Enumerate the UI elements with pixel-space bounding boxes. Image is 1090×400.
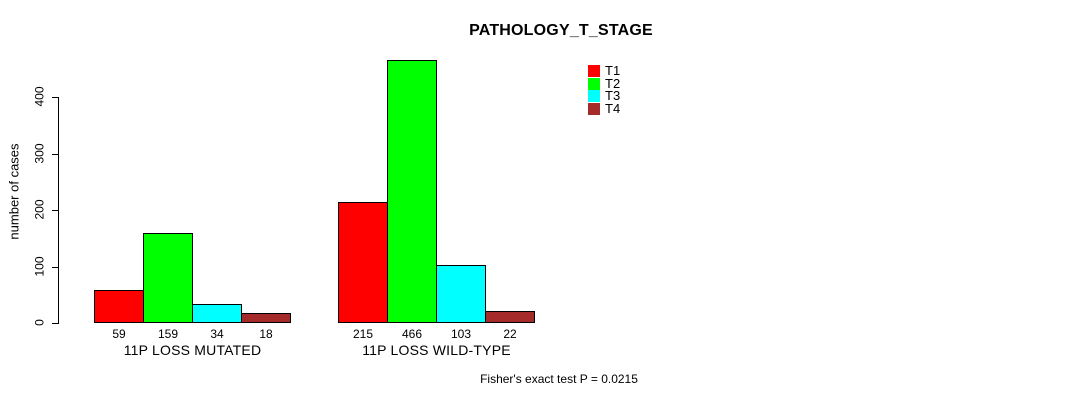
bar-t4-11p-loss-mutated [241,313,291,323]
bar-value-label: 215 [352,327,374,341]
y-tick-label: 400 [32,86,47,107]
bar-value-label: 18 [259,327,273,341]
y-tick-label: 0 [32,319,47,326]
y-tick-label: 200 [32,199,47,220]
category-label-11p-loss-mutated: 11P LOSS MUTATED [123,342,262,358]
legend-swatch-t4 [588,103,600,115]
y-tick-label: 100 [32,256,47,277]
legend-item-t2: T2 [588,76,668,91]
bar-value-label: 59 [112,327,126,341]
y-tick [52,210,59,211]
statistical-test-note: Fisher's exact test P = 0.0215 [480,372,638,386]
bar-value-label: 22 [503,327,517,341]
legend-swatch-t3 [588,90,600,102]
chart-title: PATHOLOGY_T_STAGE [469,22,653,39]
bar-value-label: 34 [210,327,224,341]
legend-label: T1 [605,63,621,78]
legend-item-t4: T4 [588,101,668,116]
bar-t1-11p-loss-wild-type [338,202,388,323]
bar-t2-11p-loss-mutated [143,233,193,323]
legend-swatch-t1 [588,65,600,77]
legend-label: T3 [605,88,621,103]
bar-value-label: 466 [401,327,423,341]
y-tick [52,154,59,155]
bar-value-label: 159 [157,327,179,341]
bar-t4-11p-loss-wild-type [485,311,535,323]
legend-label: T2 [605,76,621,91]
bar-t1-11p-loss-mutated [94,290,144,323]
legend-swatch-t2 [588,78,600,90]
bar-t3-11p-loss-mutated [192,304,242,323]
legend-item-t1: T1 [588,63,668,78]
category-label-11p-loss-wild-type: 11P LOSS WILD-TYPE [362,342,511,358]
y-tick [52,323,59,324]
bar-t2-11p-loss-wild-type [387,60,437,323]
legend-label: T4 [605,101,621,116]
y-tick [52,267,59,268]
bar-value-label: 103 [450,327,472,341]
y-tick [52,97,59,98]
legend-item-t3: T3 [588,88,668,103]
bar-t3-11p-loss-wild-type [436,265,486,323]
y-tick-label: 300 [32,143,47,164]
